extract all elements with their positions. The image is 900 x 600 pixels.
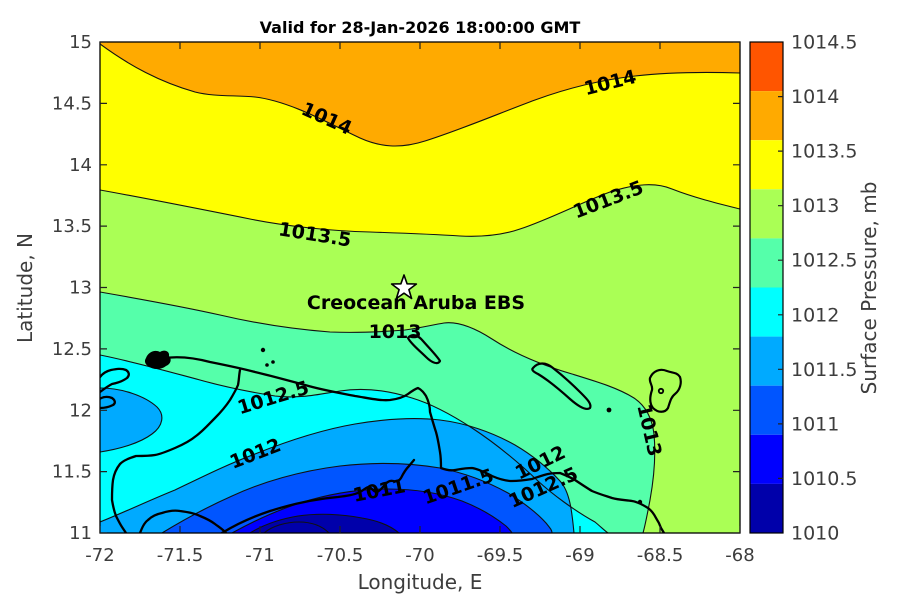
y-tick: 11.5 bbox=[52, 462, 92, 483]
contour-line-1013 bbox=[100, 291, 656, 533]
y-axis-ticks bbox=[100, 41, 740, 534]
x-tick: -69.5 bbox=[477, 545, 524, 566]
colorbar-band bbox=[750, 483, 783, 533]
colorbar-tick: 1013.5 bbox=[791, 141, 857, 163]
colorbar-axis-label: Surface Pressure, mb bbox=[857, 182, 881, 395]
colorbar-band bbox=[750, 238, 783, 288]
islet-los-monjes-2 bbox=[265, 363, 269, 367]
x-tick: -71.5 bbox=[157, 545, 204, 566]
islet-left-edge-1 bbox=[100, 367, 130, 394]
colorbar-band bbox=[750, 336, 783, 386]
island-aruba bbox=[406, 334, 442, 365]
contour-line-1012-closed-west bbox=[100, 387, 163, 453]
colorbar-band bbox=[750, 189, 783, 239]
coastline-gulf-of-venezuela bbox=[110, 368, 242, 533]
contour-line-1010p5 bbox=[249, 513, 400, 533]
x-tick: -72 bbox=[85, 545, 114, 566]
x-tick: -68.5 bbox=[637, 545, 684, 566]
contour-line-1012p5 bbox=[100, 354, 609, 533]
colorbar-band bbox=[750, 287, 783, 337]
colorbar-tick: 1011 bbox=[791, 413, 839, 435]
island-curacao bbox=[531, 362, 592, 410]
contour-line-1010 bbox=[263, 521, 330, 533]
x-tick: -70.5 bbox=[317, 545, 364, 566]
colorbar-band bbox=[750, 385, 783, 435]
coastline-guajira-to-paraguana bbox=[163, 356, 666, 533]
colorbar-band bbox=[750, 434, 783, 484]
islet-coast-dot bbox=[637, 499, 643, 505]
y-tick: 13 bbox=[69, 278, 92, 299]
colorbar-band bbox=[750, 91, 783, 141]
colorbar-tick-labels: 1014.5 1014 1013.5 1013 1012.5 1012 1011… bbox=[791, 32, 857, 545]
colorbar-tick: 1012 bbox=[791, 304, 839, 326]
contour-band-fills: 1014 1014 1013.5 1013.5 1013 1013 1012.5… bbox=[100, 42, 740, 533]
contour-line-1013p5 bbox=[100, 184, 740, 237]
colorbar-band bbox=[750, 140, 783, 190]
contour-line-1012 bbox=[100, 418, 575, 533]
x-tick: -70 bbox=[405, 545, 434, 566]
colorbar-tick: 1014.5 bbox=[791, 32, 857, 54]
coastline-coro-zigzag bbox=[220, 458, 416, 533]
x-axis-ticks bbox=[99, 42, 741, 533]
y-tick: 15 bbox=[69, 32, 92, 53]
islet-los-monjes-1 bbox=[260, 347, 266, 353]
colorbar: 1014.5 1014 1013.5 1013 1012.5 1012 1011… bbox=[749, 32, 881, 545]
punta-gallinas-blob bbox=[144, 350, 171, 369]
colorbar-tick: 1010.5 bbox=[791, 468, 857, 490]
x-axis-label: Longitude, E bbox=[358, 570, 483, 594]
station-label: Creocean Aruba EBS bbox=[307, 292, 525, 314]
colorbar-tick: 1012.5 bbox=[791, 250, 857, 272]
y-tick: 14.5 bbox=[52, 93, 92, 114]
contour-line-1011p5 bbox=[161, 463, 553, 533]
contour-line-1014 bbox=[100, 43, 740, 147]
islet-klein-bonaire bbox=[657, 387, 665, 395]
colorbar-tick: 1013 bbox=[791, 195, 839, 217]
y-axis-label: Latitude, N bbox=[13, 233, 37, 343]
colorbar-tick: 1011.5 bbox=[791, 359, 857, 381]
y-tick: 12.5 bbox=[52, 339, 92, 360]
islet-los-monjes-3 bbox=[271, 360, 275, 364]
colorbar-tick: 1014 bbox=[791, 86, 839, 108]
y-tick: 12 bbox=[69, 400, 92, 421]
x-tick: -71 bbox=[245, 545, 274, 566]
contour-label-1013-center: 1013 bbox=[369, 321, 422, 343]
band-1010-1010p5 bbox=[250, 514, 399, 533]
x-tick: -69 bbox=[565, 545, 594, 566]
x-tick: -68 bbox=[725, 545, 754, 566]
colorbar-tick: 1010 bbox=[791, 523, 839, 545]
y-tick-labels: 15 14.5 14 13.5 13 12.5 12 11.5 11 bbox=[52, 32, 92, 544]
y-tick: 11 bbox=[69, 523, 92, 544]
coastline-lake-maracaibo bbox=[138, 509, 228, 533]
colorbar-ticks bbox=[778, 96, 783, 479]
colorbar-band bbox=[750, 42, 783, 92]
y-tick: 13.5 bbox=[52, 216, 92, 237]
islet-left-edge-2 bbox=[100, 395, 116, 410]
island-bonaire bbox=[648, 368, 682, 413]
station-star-icon bbox=[390, 274, 418, 300]
x-tick-labels: -72 -71.5 -71 -70.5 -70 -69.5 -69 -68.5 … bbox=[85, 545, 754, 566]
islet-klein-curacao bbox=[606, 407, 612, 413]
figure-title: Valid for 28-Jan-2026 18:00:00 GMT bbox=[260, 18, 581, 37]
y-tick: 14 bbox=[69, 155, 92, 176]
colorbar-border bbox=[749, 41, 784, 534]
